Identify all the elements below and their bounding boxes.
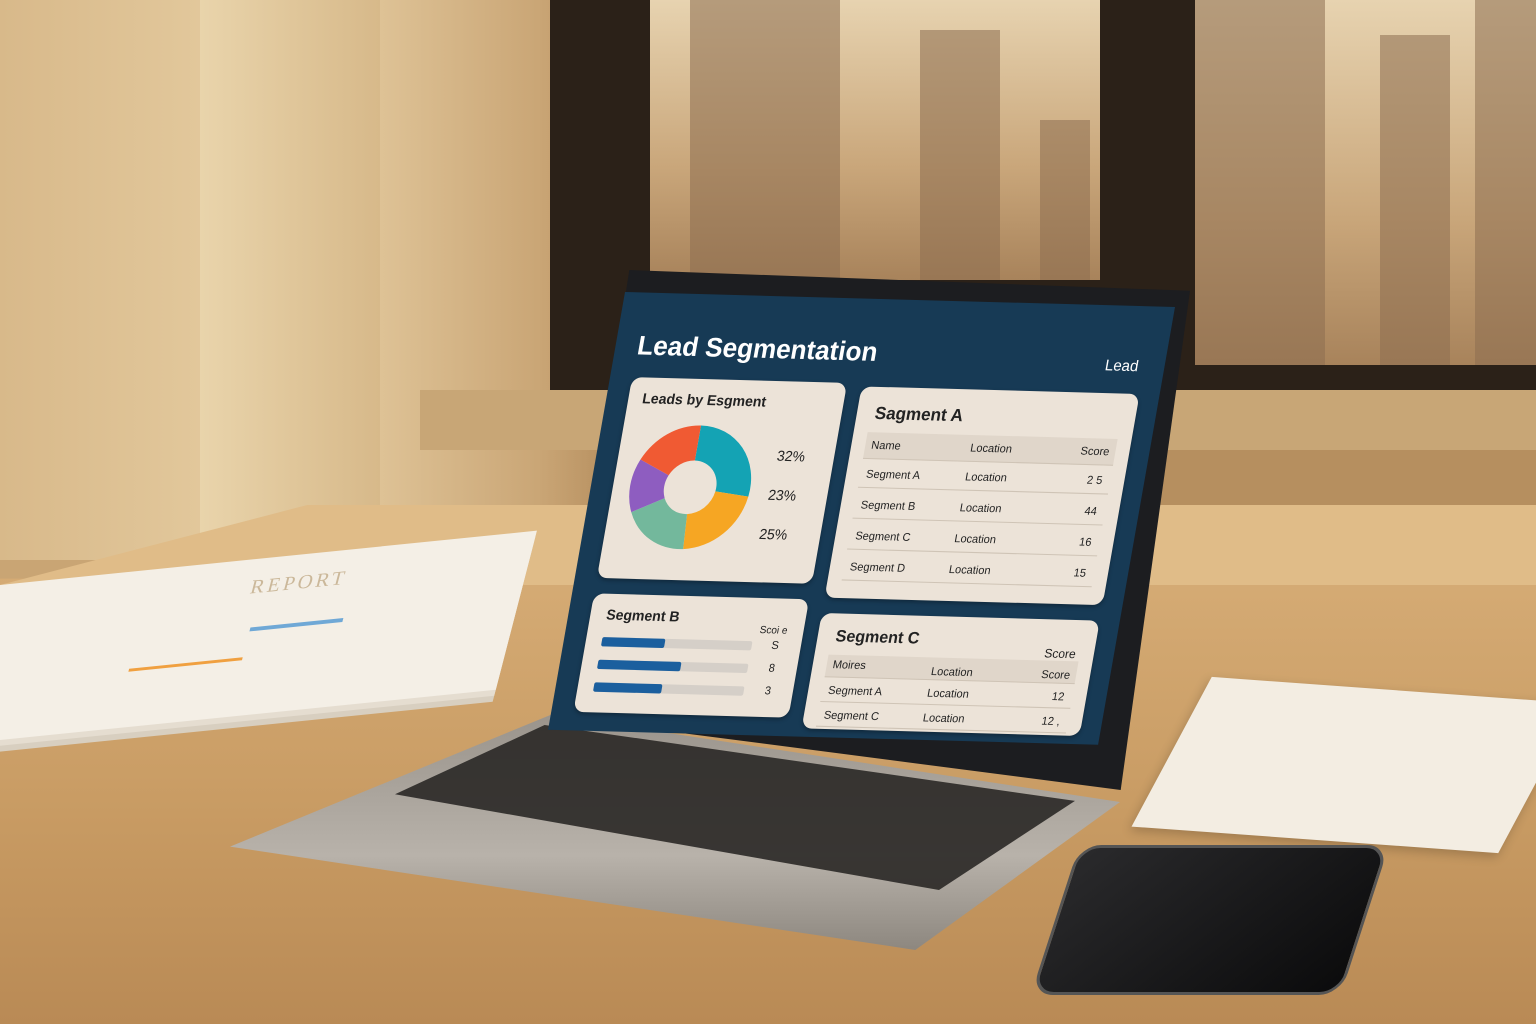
table-cell: Location [964,471,1008,485]
table-row[interactable]: Segment D Location 15 [841,553,1097,588]
smartphone[interactable] [1030,845,1390,995]
bar-fill [596,659,682,672]
table-cell: Segment C [822,709,880,724]
wall-pillar [200,0,380,540]
leads-by-segment-card: Leads by Esgment 32% 23% 25% [596,377,848,584]
bar-fill [592,682,663,694]
card-title: Leads by Esgment [641,389,768,410]
column-header: Name [870,439,902,453]
card-title: Segment C [834,627,921,648]
column-header: Scoi e [758,624,789,637]
donut-chart [629,425,752,550]
table-cell: Location [953,532,998,547]
table-cell: 2 5 [1085,474,1104,488]
column-header: Location [929,665,974,680]
donut-slice [694,425,752,497]
column-header: Moires [831,658,867,673]
window-pane-left [650,0,1100,280]
bar-value: 8 [767,662,776,675]
donut-slice [631,498,688,550]
window-pane-right [1195,0,1536,365]
column-header: Location [969,442,1013,456]
table-row[interactable]: Segment A Location 2 5 [857,460,1113,495]
table-cell: 44 [1083,505,1098,519]
donut-label: 23% [766,486,798,504]
report-title: REPORT [247,566,351,599]
table-cell: Location [958,501,1003,516]
table-cell: 15 [1072,567,1088,580]
column-header: Score [1043,646,1078,662]
segment-b-card: Segment B Scoi e S 8 3 [573,593,810,718]
bar-value: S [770,639,780,653]
card-title: Segment B [605,606,682,625]
donut-label: 32% [775,447,807,465]
donut-slice [629,459,669,513]
donut-slice [640,425,702,476]
donut-label: 25% [757,525,789,543]
table-row[interactable]: Segment C Location 16 [847,522,1102,557]
bar-fill [600,637,666,649]
table-cell: Segment C [854,530,912,545]
page-title: Lead Segmentation [635,329,881,368]
table-cell: 12 [1050,690,1066,704]
table-cell: Segment A [865,468,922,483]
header-link[interactable]: Lead [1103,356,1140,376]
table-cell: Segment D [848,561,907,575]
table-cell: 16 [1078,536,1093,549]
column-header: Score [1040,668,1072,682]
table-cell: 12 , [1040,715,1061,729]
bar-value: 3 [763,684,772,698]
table-cell: Segment A [827,684,884,699]
column-header: Score [1079,445,1111,459]
table-cell: Location [921,712,966,726]
card-title: Sagment A [873,403,965,426]
table-cell: Location [926,687,970,701]
laptop-screen: Lead Segmentation Lead Leads by Esgment … [548,292,1175,745]
table-cell: Segment B [859,499,917,514]
table-row[interactable]: Segment B Location 44 [852,491,1108,526]
segment-c-card: Segment C Score Moires Location Score Segm… [801,613,1100,736]
donut-slice [683,491,749,550]
table-cell: Location [947,563,992,578]
segment-a-card: Sagment A Name Location Score Segment A Loc… [824,386,1140,606]
